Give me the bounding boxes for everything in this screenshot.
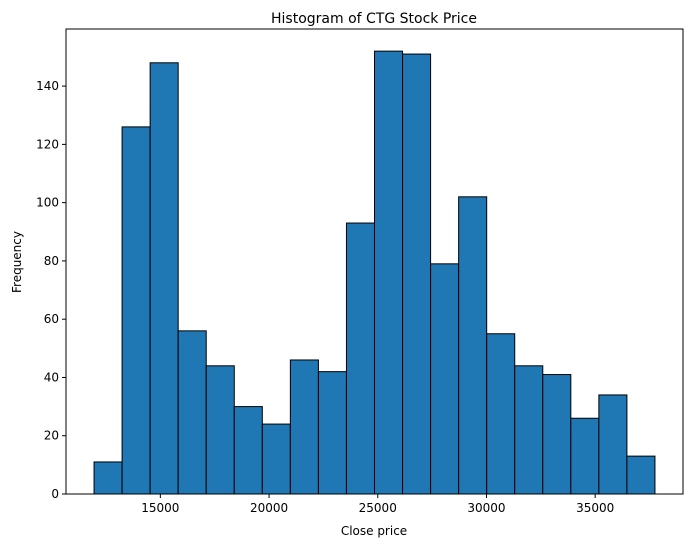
x-axis-label: Close price xyxy=(341,524,407,538)
histogram-bar xyxy=(177,330,207,495)
histogram-bar xyxy=(570,417,600,495)
histogram-bar xyxy=(458,196,488,495)
y-tick-label: 60 xyxy=(44,312,59,326)
x-tick-label: 30000 xyxy=(467,501,505,515)
histogram-bar xyxy=(374,50,404,495)
histogram-bar xyxy=(149,62,179,495)
y-tick-label: 0 xyxy=(51,487,59,501)
histogram-bar xyxy=(430,263,460,495)
histogram-bar xyxy=(289,359,319,495)
histogram-bar xyxy=(514,365,544,495)
histogram-bar xyxy=(121,126,151,495)
y-tick-label: 120 xyxy=(36,137,59,151)
y-tick-label: 20 xyxy=(44,429,59,443)
x-tick-label: 25000 xyxy=(359,501,397,515)
histogram-bar xyxy=(261,423,291,495)
histogram-bar xyxy=(93,461,123,495)
histogram-bar xyxy=(598,394,628,495)
y-tick-label: 40 xyxy=(44,370,59,384)
x-tick-label: 35000 xyxy=(576,501,614,515)
y-tick-label: 100 xyxy=(36,196,59,210)
x-axis-ticks: 15000 20000 25000 30000 35000 xyxy=(141,494,614,515)
y-axis-label: Frequency xyxy=(10,231,24,293)
histogram-bar xyxy=(486,333,516,495)
x-tick-label: 15000 xyxy=(141,501,179,515)
histogram-bar xyxy=(402,53,432,495)
y-axis-ticks: 0 20 40 60 80 100 120 140 xyxy=(36,79,66,501)
y-tick-label: 140 xyxy=(36,79,59,93)
histogram-bar xyxy=(205,365,235,495)
x-tick-label: 20000 xyxy=(250,501,288,515)
y-tick-label: 80 xyxy=(44,254,59,268)
histogram-bar xyxy=(317,371,347,495)
histogram-bar xyxy=(345,222,376,495)
histogram-bar xyxy=(233,406,263,495)
chart-title: Histogram of CTG Stock Price xyxy=(271,11,477,27)
histogram-bar xyxy=(542,374,572,495)
histogram-bar xyxy=(626,455,656,495)
bars-group xyxy=(93,50,656,495)
plot-frame xyxy=(65,28,684,495)
